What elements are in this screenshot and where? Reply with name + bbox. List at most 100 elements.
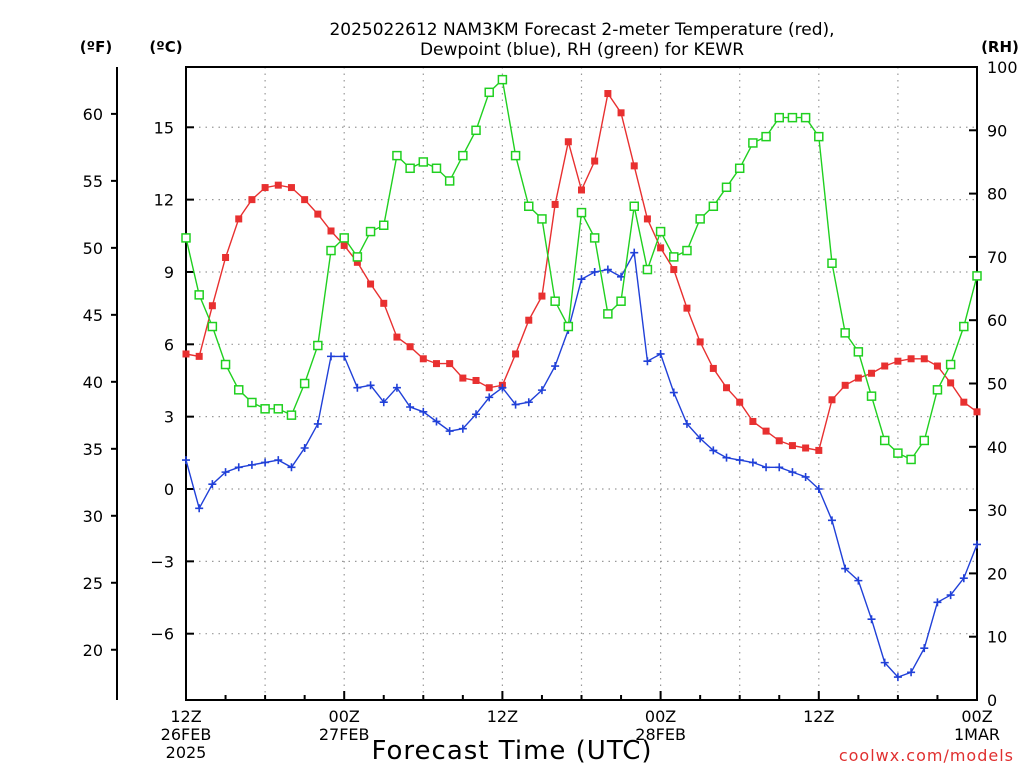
temperature-point (564, 138, 572, 146)
dewpoint-point (709, 446, 718, 455)
rh-point (563, 321, 574, 332)
fahrenheit-tick-label: 50 (83, 239, 103, 258)
rh-point (313, 340, 323, 351)
rh-point (510, 150, 521, 161)
rh-point (299, 378, 310, 389)
dewpoint-point (537, 386, 546, 395)
rh-point (352, 252, 363, 262)
rh-point (616, 296, 626, 306)
temperature-point (960, 398, 968, 406)
rh-point (721, 182, 732, 193)
dewpoint-point (920, 644, 929, 653)
chart-title-line2: Dewpoint (blue), RH (green) for KEWR (420, 40, 744, 60)
chart-title-line1: 2025022612 NAM3KM Forecast 2-meter Tempe… (329, 20, 834, 40)
temperature-point (630, 162, 638, 170)
temperature-point (208, 302, 216, 310)
rh-point (247, 397, 257, 408)
dewpoint-point (669, 388, 678, 397)
rh-point (194, 290, 204, 300)
temperature-point (235, 215, 243, 223)
rh-tick-label: 10 (987, 628, 1007, 647)
rh-point (603, 309, 613, 319)
rh-point (682, 245, 692, 256)
rh-point (484, 87, 494, 98)
temperature-point (657, 244, 665, 252)
temperature-point (472, 376, 480, 384)
series-layer (181, 74, 982, 682)
dewpoint-point (327, 352, 336, 361)
x-tick-label: 28FEB (635, 725, 686, 744)
dewpoint-point (973, 540, 981, 549)
temperature-point (551, 200, 559, 208)
temperature-point (525, 316, 533, 324)
x-tick-label: 26FEB (161, 725, 212, 744)
dewpoint-point (379, 398, 388, 407)
temperature-point (195, 352, 203, 360)
rh-tick-label: 30 (987, 501, 1007, 520)
rh-tick-label: 40 (987, 438, 1007, 457)
celsius-tick-label: −3 (150, 552, 174, 571)
fahrenheit-tick-label: 55 (83, 172, 103, 191)
dewpoint-point (801, 472, 810, 481)
celsius-tick-label: −6 (150, 625, 174, 644)
rh-point (537, 214, 547, 224)
dewpoint-point (392, 383, 401, 392)
credit-text: coolwx.com/models (839, 746, 1014, 765)
rh-point (273, 404, 284, 414)
fahrenheit-tick-label: 60 (83, 105, 103, 124)
rh-point (787, 112, 798, 123)
dewpoint-point (775, 463, 784, 472)
temperature-point (591, 157, 599, 165)
dewpoint-point (498, 383, 507, 392)
celsius-tick-label: 0 (164, 480, 174, 499)
temperature-point (723, 384, 731, 392)
rh-point (233, 385, 244, 395)
dewpoint-point (788, 468, 797, 477)
rh-point (260, 404, 270, 414)
temperature-point (538, 292, 546, 300)
rh-tick-label: 50 (987, 375, 1007, 394)
temperature-point (709, 364, 717, 372)
temperature-point (617, 109, 625, 117)
celsius-tick-label: 9 (164, 263, 174, 282)
x-axis-label: Forecast Time (UTC) (371, 736, 652, 766)
rh-point (734, 163, 745, 174)
x-tick-label: 2025 (166, 743, 207, 762)
temperature-point (802, 444, 810, 452)
rh-point (669, 252, 679, 262)
temperature-point (406, 343, 414, 351)
temperature-series (182, 90, 981, 454)
temperature-point (485, 384, 493, 392)
temperature-point (261, 184, 269, 192)
rh-unit-label: (RH) (981, 38, 1019, 56)
rh-point (326, 245, 336, 256)
rh-point (932, 385, 943, 395)
dewpoint-point (195, 504, 204, 513)
fahrenheit-tick-label: 40 (83, 373, 103, 392)
rh-point (893, 448, 903, 458)
temperature-point (604, 90, 612, 98)
rh-tick-label: 100 (987, 58, 1018, 77)
rh-point (774, 112, 784, 123)
temperature-point (512, 350, 520, 358)
rh-point (853, 347, 864, 357)
fahrenheit-tick-label: 45 (83, 306, 103, 325)
fahrenheit-tick-label: 20 (83, 641, 103, 660)
temperature-point (736, 398, 744, 406)
temperature-point (314, 210, 322, 218)
dewpoint-point (274, 456, 283, 465)
temperature-point (683, 304, 691, 312)
rh-point (444, 176, 455, 186)
temperature-point (696, 338, 704, 346)
celsius-tick-label: 12 (154, 191, 174, 210)
rh-point (959, 321, 969, 332)
temperature-point (393, 333, 401, 341)
rh-point (945, 359, 956, 370)
dewpoint-point (735, 456, 744, 465)
rh-tick-label: 80 (987, 185, 1007, 204)
dewpoint-point (762, 463, 771, 472)
rh-point (655, 226, 666, 237)
dewpoint-point (630, 248, 639, 257)
dewpoint-point (814, 485, 823, 493)
